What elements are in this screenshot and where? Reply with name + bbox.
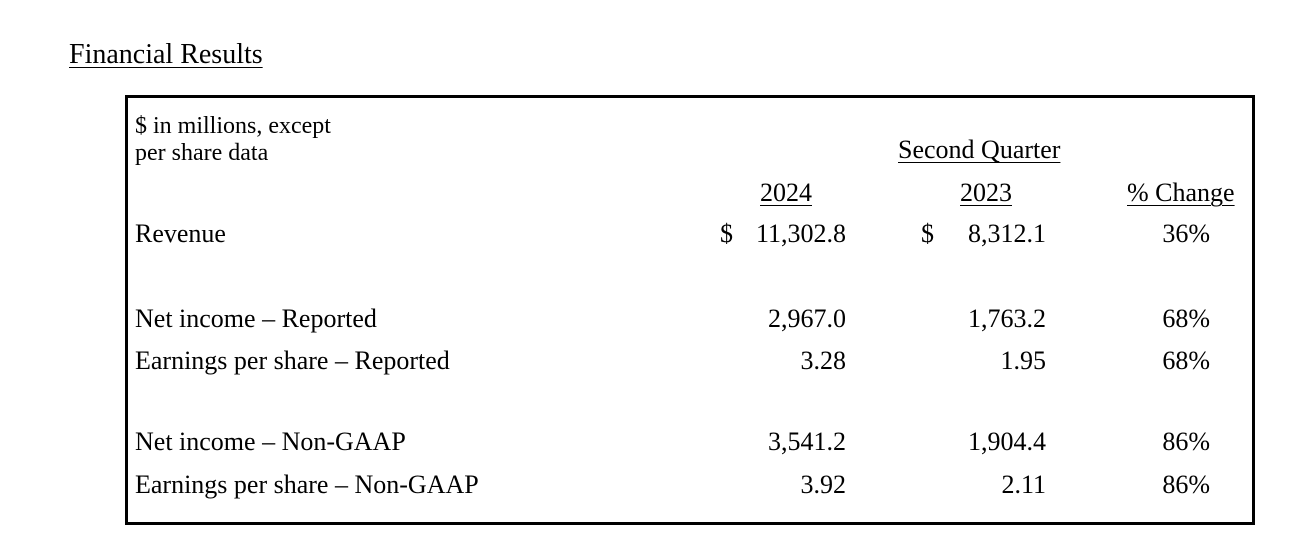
value-change: 86% (1162, 470, 1210, 499)
value-2023: 1.95 (1000, 346, 1047, 375)
table-row-eps-non-gaap: Earnings per share – Non-GAAP 3.92 2.11 … (128, 468, 1252, 502)
currency-symbol: $ (921, 219, 934, 248)
value-2023: 1,763.2 (968, 304, 1046, 333)
units-note-line1: $ in millions, except (135, 113, 331, 139)
table-row-eps-reported: Earnings per share – Reported 3.28 1.95 … (128, 344, 1252, 378)
table-row-net-income-reported: Net income – Reported 2,967.0 1,763.2 68… (128, 302, 1252, 336)
value-2023: 8,312.1 (968, 219, 1046, 248)
currency-symbol: $ (720, 219, 733, 248)
row-label: Earnings per share – Non-GAAP (135, 470, 479, 499)
value-2024: 2,967.0 (768, 304, 846, 333)
column-header-change: % Change (1127, 178, 1235, 207)
value-2024: 3.28 (800, 346, 847, 375)
table-row-revenue: Revenue $ 11,302.8 $ 8,312.1 36% (128, 217, 1252, 251)
value-2023: 1,904.4 (968, 427, 1046, 456)
row-label: Earnings per share – Reported (135, 346, 450, 375)
value-change: 68% (1162, 346, 1210, 375)
financial-results-table: $ in millions, except per share data Sec… (125, 95, 1255, 525)
value-change: 86% (1162, 427, 1210, 456)
value-change: 68% (1162, 304, 1210, 333)
value-2023: 2.11 (1001, 470, 1046, 499)
period-group-header: Second Quarter (898, 135, 1061, 164)
row-label: Net income – Reported (135, 304, 377, 333)
row-label: Net income – Non-GAAP (135, 427, 406, 456)
table-row-net-income-non-gaap: Net income – Non-GAAP 3,541.2 1,904.4 86… (128, 425, 1252, 459)
value-change: 36% (1162, 219, 1210, 248)
units-note: $ in millions, except per share data (135, 113, 331, 167)
value-2024: 3.92 (800, 470, 847, 499)
row-label: Revenue (135, 219, 226, 248)
units-note-line2: per share data (135, 140, 269, 166)
column-header-2024: 2024 (760, 178, 812, 207)
section-heading: Financial Results (69, 39, 263, 70)
column-header-2023: 2023 (960, 178, 1012, 207)
value-2024: 3,541.2 (768, 427, 846, 456)
value-2024: 11,302.8 (755, 219, 846, 248)
